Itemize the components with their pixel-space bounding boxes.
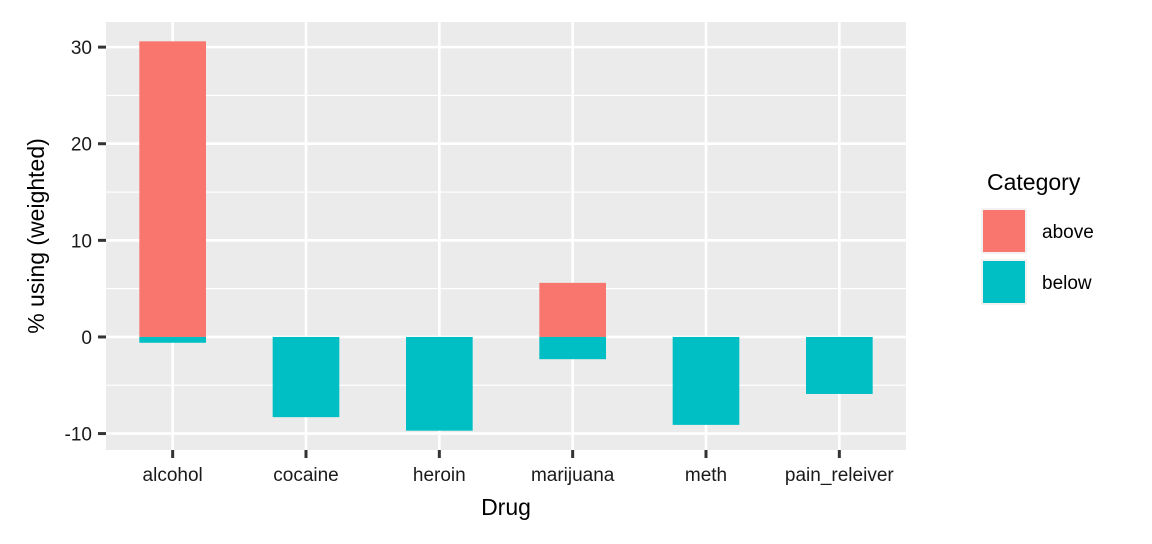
x-axis-title: Drug	[481, 494, 531, 520]
x-tick-label: cocaine	[273, 465, 339, 486]
y-axis: -10 0 10 20 30	[65, 38, 106, 446]
y-tick-label: 10	[71, 231, 92, 252]
legend-swatch-below	[983, 261, 1025, 303]
x-tick-label: marijuana	[531, 465, 615, 486]
bar-pain_releiver-below	[806, 336, 873, 394]
legend-swatch-above	[983, 210, 1025, 252]
legend-title: Category	[987, 169, 1081, 195]
bar-marijuana-below	[539, 336, 606, 360]
bars	[139, 41, 873, 431]
x-tick-label: meth	[685, 465, 727, 486]
legend: Category above below	[981, 169, 1094, 305]
bar-marijuana-above	[539, 282, 606, 337]
bar-meth-below	[672, 336, 740, 425]
legend-label-below: below	[1042, 273, 1092, 294]
bar-cocaine-below	[272, 336, 340, 418]
x-tick-label: alcohol	[143, 465, 203, 486]
y-tick-label: 30	[71, 38, 92, 59]
x-axis: alcohol cocaine heroin marijuana meth pain_re…	[143, 450, 894, 486]
legend-label-above: above	[1042, 222, 1094, 243]
y-axis-title: % using (weighted)	[23, 138, 49, 334]
plot-panel	[106, 22, 906, 450]
y-tick-label: 20	[71, 135, 92, 156]
bar-heroin-below	[406, 336, 473, 431]
x-tick-label: pain_releiver	[785, 465, 894, 486]
y-tick-label: 0	[81, 328, 92, 349]
x-tick-label: heroin	[413, 465, 466, 486]
bar-alcohol-above	[139, 41, 206, 337]
bar-alcohol-below	[139, 336, 206, 343]
y-tick-label: -10	[65, 425, 92, 446]
